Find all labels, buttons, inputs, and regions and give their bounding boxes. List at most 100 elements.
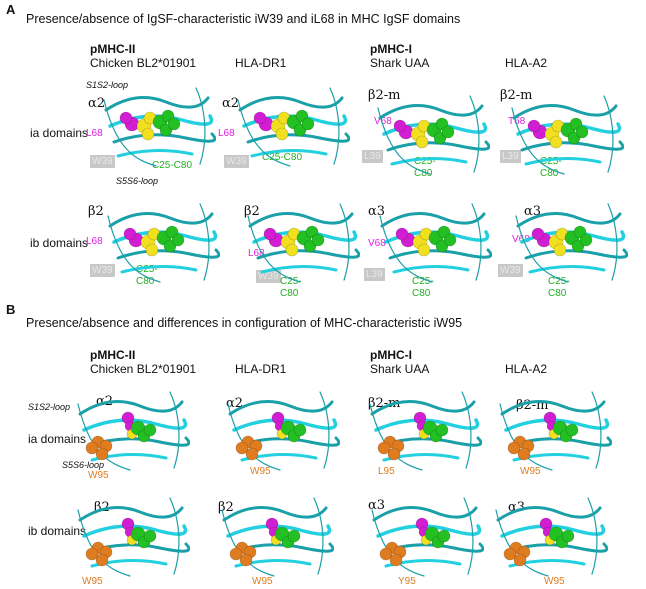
- atom-sphere: [293, 423, 307, 437]
- ribbon-strand: [82, 524, 188, 538]
- ribbon-strand: [471, 203, 482, 281]
- atom-sphere: [393, 119, 407, 133]
- ribbon-strand: [222, 506, 328, 522]
- ribbon-strand: [603, 95, 614, 173]
- atom-sphere: [285, 243, 299, 257]
- ribbon-strand: [116, 148, 194, 158]
- atom-sphere: [553, 243, 567, 257]
- b-loop-top-label: S1S2-loop: [28, 402, 71, 412]
- ribbon-strand: [232, 418, 338, 432]
- ribbon-strand: [500, 524, 606, 538]
- atom-sphere: [443, 233, 457, 247]
- atom-sphere: [437, 529, 451, 543]
- ribbon-strand: [520, 140, 624, 152]
- ribbon-strand: [370, 400, 476, 416]
- atom-sphere: [287, 529, 301, 543]
- a-ib-res39-1: W39: [90, 264, 115, 277]
- atom-sphere: [513, 553, 527, 567]
- b-ia-domain-3: β2-m: [368, 396, 401, 411]
- domain-structure: [227, 391, 340, 471]
- atom-sphere: [171, 233, 185, 247]
- ribbon-strand: [169, 497, 180, 575]
- ribbon-strand: [195, 87, 206, 165]
- atom-sphere: [275, 127, 289, 141]
- a-ia-domain-1: α2: [88, 96, 106, 111]
- atom-sphere: [167, 117, 181, 131]
- atom-sphere: [239, 553, 253, 567]
- ribbon-strand: [104, 96, 210, 112]
- panel-a-col-3: Shark UAA: [370, 56, 430, 70]
- panel-b-col-2: HLA-DR1: [235, 362, 287, 376]
- domain-structure: [379, 203, 492, 283]
- domain-structure: [369, 391, 482, 471]
- ribbon-strand: [250, 148, 328, 158]
- atom-sphere: [415, 135, 429, 149]
- ribbon-strand: [392, 264, 470, 274]
- panel-b-class2-label: pMHC-II: [90, 348, 136, 362]
- ribbon-strand: [377, 107, 431, 175]
- a-ib-res68-2: L68: [248, 248, 265, 259]
- a-ia-res39-2: W39: [224, 155, 249, 168]
- ribbon-strand: [469, 95, 480, 173]
- domain-structure: [515, 203, 628, 283]
- atom-sphere: [389, 553, 403, 567]
- a-loop-bottom-label: S5S6-loop: [116, 176, 159, 186]
- ribbon-strand: [103, 99, 157, 167]
- ribbon-strand: [591, 391, 602, 469]
- a-ia-res68-3: V68: [374, 116, 392, 127]
- ribbon-strand: [221, 509, 275, 577]
- a-ib-domain-3: α3: [368, 204, 386, 219]
- ribbon-strand: [112, 132, 216, 144]
- b-ib-res95-4: W95: [544, 576, 565, 587]
- ribbon-strand: [169, 391, 180, 469]
- a-ia-res68-1: L68: [86, 128, 103, 139]
- ribbon-strand: [77, 509, 131, 577]
- a-ia-res39-1: W39: [90, 155, 115, 168]
- ribbon-strand: [247, 215, 301, 283]
- atom-sphere: [379, 547, 393, 561]
- ribbon-strand: [108, 212, 214, 228]
- atom-sphere: [263, 227, 277, 241]
- panel-a-col-1: Chicken BL2*01901: [90, 56, 197, 70]
- a-ia-cys-4b: C80: [540, 168, 559, 179]
- a-ib-cys-3b: C80: [412, 288, 431, 299]
- ribbon-strand: [78, 506, 184, 522]
- a-ib-domain-2: β2: [244, 204, 260, 219]
- ribbon-strand: [386, 140, 490, 152]
- ribbon-strand: [495, 509, 549, 577]
- atom-sphere: [531, 227, 545, 241]
- b-loop-bottom-label: S5S6-loop: [62, 460, 105, 470]
- a-ia-cys-3a: C25-: [414, 156, 436, 167]
- a-ib-cys-4b: C80: [548, 288, 567, 299]
- panel-b-col-3: Shark UAA: [370, 362, 430, 376]
- atom-sphere: [507, 441, 521, 455]
- ribbon-strand: [528, 264, 606, 274]
- atom-sphere: [517, 447, 531, 461]
- b-ia-res95-2: W95: [250, 466, 271, 477]
- ribbon-strand: [237, 99, 291, 167]
- domain-structure: [77, 497, 190, 577]
- ribbon-strand: [463, 497, 474, 575]
- atom-sphere: [503, 547, 517, 561]
- ribbon-strand: [524, 156, 602, 166]
- a-ib-cys-3a: C25-: [412, 276, 434, 287]
- domain-structure: [103, 87, 216, 167]
- ribbon-strand: [369, 403, 423, 471]
- domain-structure: [499, 391, 612, 471]
- ribbon-strand: [374, 418, 480, 432]
- panel-b-letter: B: [6, 302, 16, 317]
- b-ib-domain-3: α3: [368, 498, 386, 513]
- atom-sphere: [435, 423, 449, 437]
- ribbon-strand: [587, 497, 598, 575]
- ribbon-strand: [516, 212, 622, 228]
- ribbon-strand: [313, 497, 324, 575]
- a-ia-cys-4a: C25-: [540, 156, 562, 167]
- panel-b-col-1: Chicken BL2*01901: [90, 362, 197, 376]
- ribbon-strand: [260, 264, 338, 274]
- atom-sphere: [95, 447, 109, 461]
- domain-structure: [237, 87, 350, 167]
- ribbon-strand: [380, 212, 486, 228]
- panel-a-col-2: HLA-DR1: [235, 56, 287, 70]
- a-ia-cys-2: C25-C80: [262, 152, 303, 163]
- ribbon-strand: [499, 403, 553, 471]
